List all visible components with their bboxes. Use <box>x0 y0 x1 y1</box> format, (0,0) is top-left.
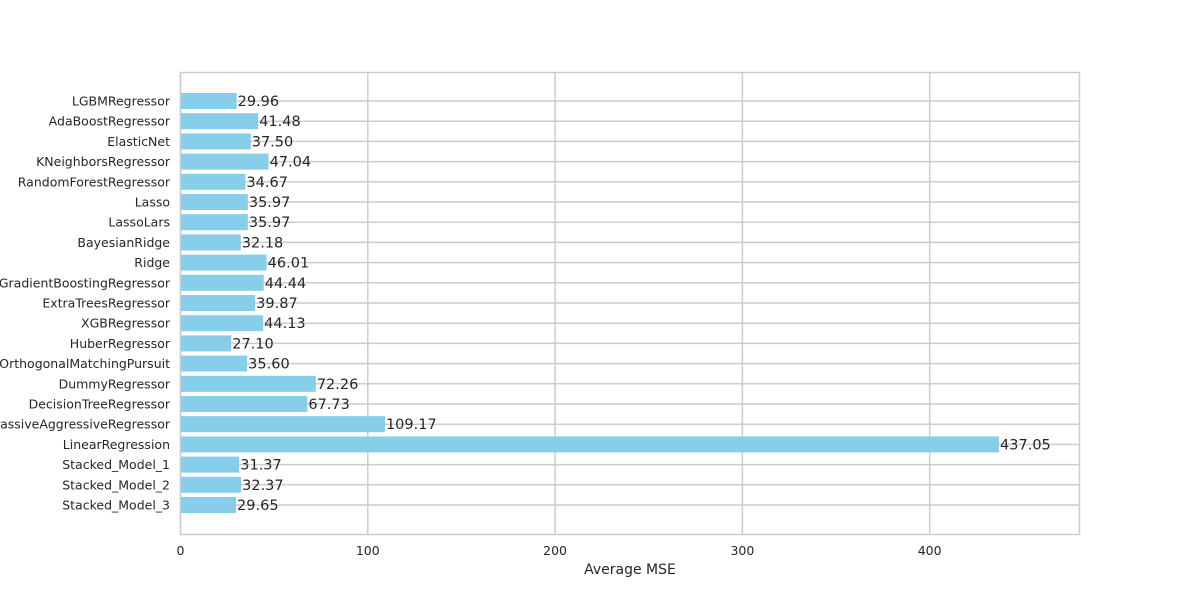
y-tick-labels: LGBMRegressor AdaBoostRegressor ElasticNet… <box>0 94 171 513</box>
bar <box>180 497 237 513</box>
bar-value-label: 35.97 <box>249 195 291 211</box>
bar-value-label: 109.17 <box>386 417 437 433</box>
bar <box>180 153 269 170</box>
x-tick-label: 400 <box>918 543 942 558</box>
bar <box>180 396 308 412</box>
bar-value-label: 47.04 <box>270 155 312 171</box>
bar-value-label: 29.96 <box>238 94 280 110</box>
bar-value-label: 34.67 <box>246 175 288 191</box>
x-axis-label: Average MSE <box>584 562 676 578</box>
bar <box>180 93 237 109</box>
bar-value-label: 35.60 <box>248 357 290 373</box>
bar-value-label: 32.37 <box>242 478 284 494</box>
x-tick-labels: 0 100 200 300 400 <box>177 543 942 558</box>
bar <box>180 375 316 392</box>
bar <box>180 416 385 433</box>
x-tick-label: 0 <box>177 543 185 558</box>
y-tick-label: OrthogonalMatchingPursuit <box>0 356 170 371</box>
bar-value-label: 31.37 <box>240 458 282 474</box>
bar <box>180 476 242 493</box>
bar-value-label: 37.50 <box>252 134 294 150</box>
bars <box>180 93 1000 513</box>
y-tick-label: Stacked_Model_3 <box>62 498 170 513</box>
bar <box>180 456 240 473</box>
y-tick-label: Stacked_Model_1 <box>62 457 170 472</box>
y-tick-label: Lasso <box>135 195 170 210</box>
bar <box>180 335 232 352</box>
bar-value-label: 44.13 <box>264 316 306 332</box>
bar <box>180 315 264 332</box>
y-tick-label: ExtraTreesRegressor <box>42 296 171 311</box>
x-tick-label: 300 <box>730 543 754 558</box>
y-tick-label: Ridge <box>134 255 170 270</box>
bar-value-label: 44.44 <box>265 276 307 292</box>
x-tick-label: 200 <box>543 543 567 558</box>
bar <box>180 214 248 231</box>
bar-value-label: 27.10 <box>232 336 274 352</box>
bar <box>180 194 248 210</box>
bar <box>180 173 246 190</box>
plot-frame <box>179 71 1081 536</box>
bar <box>180 234 241 251</box>
bar-value-label: 72.26 <box>317 377 359 393</box>
y-tick-label: RandomForestRegressor <box>18 174 171 189</box>
bar <box>180 295 256 311</box>
y-tick-label: DecisionTreeRegressor <box>29 397 171 412</box>
y-tick-label: BayesianRidge <box>77 235 170 250</box>
bar-value-label: 67.73 <box>308 397 350 413</box>
y-tick-label: AdaBoostRegressor <box>49 114 171 129</box>
bar-value-label: 35.97 <box>249 215 291 231</box>
y-tick-label: KNeighborsRegressor <box>36 154 171 169</box>
bar <box>180 355 248 372</box>
y-tick-label: XGBRegressor <box>81 316 171 331</box>
y-tick-label: Stacked_Model_2 <box>62 477 170 492</box>
y-tick-label: LGBMRegressor <box>72 94 171 109</box>
bar-value-label: 41.48 <box>259 114 301 130</box>
bar-value-label: 32.18 <box>242 235 284 251</box>
bar-value-label: 437.05 <box>1000 437 1051 453</box>
data-labels: 29.96 41.48 37.50 47.04 34.67 35.97 35.97 32.18… <box>232 94 1051 514</box>
y-tick-label: LassoLars <box>108 215 170 230</box>
bar <box>180 133 251 150</box>
bar <box>180 254 267 271</box>
grid-lines <box>179 72 1080 535</box>
bar-value-label: 39.87 <box>256 296 298 312</box>
bar <box>180 436 1000 453</box>
y-tick-label: HuberRegressor <box>70 336 171 351</box>
y-tick-label: LinearRegression <box>63 437 170 452</box>
bar <box>180 274 264 291</box>
bar-value-label: 46.01 <box>268 256 310 272</box>
y-tick-label: ElasticNet <box>107 134 170 149</box>
y-tick-label: DummyRegressor <box>59 376 171 391</box>
x-tick-label: 100 <box>356 543 380 558</box>
bar <box>180 113 259 130</box>
bar-value-label: 29.65 <box>237 498 279 514</box>
y-tick-label: PassiveAggressiveRegressor <box>0 417 171 432</box>
y-tick-label: GradientBoostingRegressor <box>0 275 171 290</box>
